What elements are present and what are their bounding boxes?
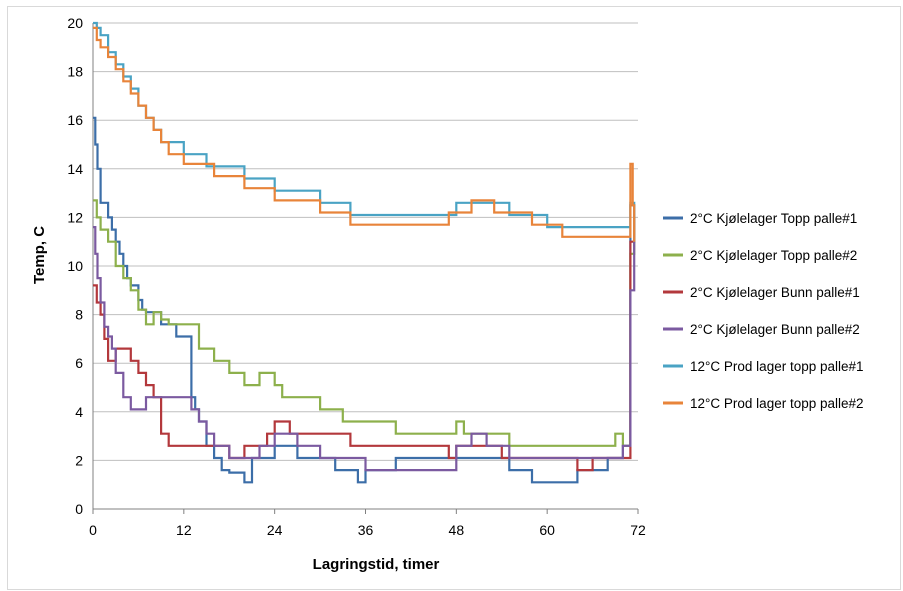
legend-label-5: 12°C Prod lager topp palle#1 [690, 359, 864, 374]
y-tick-label: 4 [75, 404, 83, 420]
series-line-2 [93, 199, 636, 447]
x-tick-label: 24 [267, 522, 283, 538]
legend-label-1: 2°C Kjølelager Topp palle#1 [690, 211, 857, 226]
y-axis-title: Temp, C [31, 226, 48, 284]
y-tick-label: 10 [67, 258, 83, 274]
x-tick-label: 0 [89, 522, 97, 538]
y-tick-label: 12 [67, 209, 83, 225]
x-tick-label: 48 [449, 522, 465, 538]
series-line-4 [93, 226, 636, 472]
legend-label-6: 12°C Prod lager topp palle#2 [690, 396, 864, 411]
y-tick-label: 6 [75, 355, 83, 371]
series-line-1 [93, 116, 636, 484]
legend-label-2: 2°C Kjølelager Topp palle#2 [690, 248, 857, 263]
x-tick-label: 60 [539, 522, 555, 538]
x-axis-title: Lagringstid, timer [313, 556, 440, 573]
y-tick-label: 20 [67, 15, 83, 31]
axes [92, 23, 639, 514]
series-lines [93, 21, 636, 484]
series-line-5 [93, 21, 636, 242]
y-tick-label: 8 [75, 307, 83, 323]
series-line-6 [93, 26, 636, 242]
gridlines [93, 22, 638, 461]
y-tick-label: 0 [75, 501, 83, 517]
chart-frame: 0 2 4 6 8 10 12 14 16 18 20 0 12 24 36 48 60 72 Lagringst… [7, 6, 901, 590]
series-line-3 [93, 217, 636, 472]
y-tick-label: 16 [67, 112, 83, 128]
legend: 2°C Kjølelager Topp palle#1 2°C Kjølelage… [663, 211, 864, 411]
y-tick-label: 14 [67, 161, 83, 177]
x-tick-label: 36 [358, 522, 374, 538]
y-tick-label: 18 [67, 64, 83, 80]
y-tick-label: 2 [75, 452, 83, 468]
legend-label-4: 2°C Kjølelager Bunn palle#2 [690, 322, 860, 337]
legend-label-3: 2°C Kjølelager Bunn palle#1 [690, 285, 860, 300]
x-tick-label: 12 [176, 522, 192, 538]
x-tick-label: 72 [630, 522, 646, 538]
